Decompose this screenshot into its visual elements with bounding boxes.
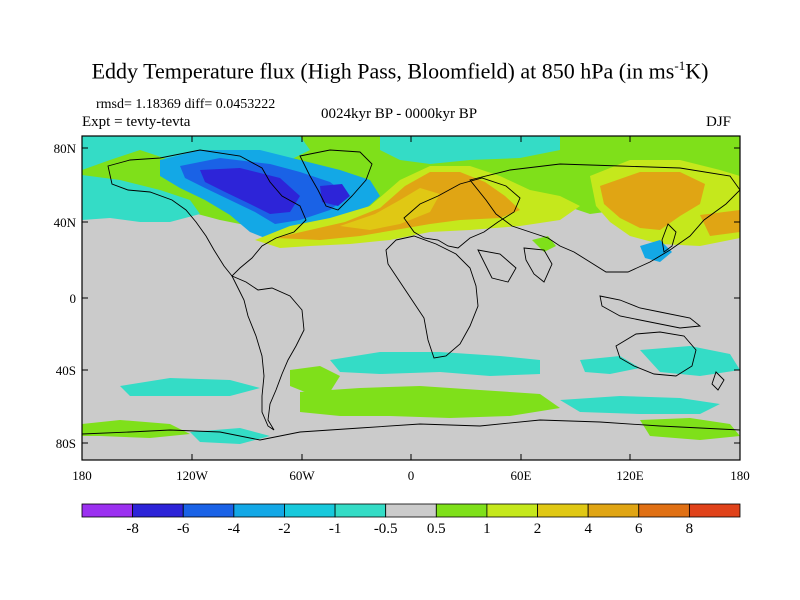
y-tick-0: 0 — [69, 291, 77, 306]
colorbar-box-5 — [334, 503, 387, 518]
southern-ocean-cyan — [560, 396, 720, 414]
greenland-core — [320, 184, 350, 206]
antarctic-green-east — [640, 418, 740, 440]
y-tick-40n: 40N — [53, 215, 76, 230]
colorbar-box-11 — [638, 503, 690, 518]
colorbar-label-2: -4 — [227, 521, 241, 537]
period-label: 0024kyr BP - 0000kyr BP — [321, 106, 478, 122]
title-superscript: -1 — [674, 58, 686, 73]
asia-orange — [600, 172, 705, 230]
colorbar-label-1: -6 — [176, 521, 190, 537]
india-green — [532, 236, 556, 252]
x-tick-60w: 60W — [289, 468, 315, 483]
southern-ocean-green — [300, 386, 560, 418]
x-tick-120w: 120W — [176, 468, 208, 483]
title-text: Eddy Temperature flux (High Pass, Bloomf… — [91, 58, 675, 84]
y-tick-80s: 80S — [55, 436, 76, 451]
colorbar-label-5: -0.5 — [373, 521, 398, 537]
asia-orange-east — [700, 210, 740, 236]
y-tick-80n: 80N — [53, 141, 76, 156]
colorbar-box-12 — [688, 503, 741, 518]
colorbar-box-3 — [233, 503, 285, 518]
title-end: K) — [685, 58, 709, 84]
colorbar-label-8: 2 — [533, 521, 542, 537]
colorbar-label-4: -1 — [328, 521, 342, 537]
plot-title: Eddy Temperature flux (High Pass, Bloomf… — [0, 58, 800, 84]
x-tick-180w: 180 — [72, 468, 92, 483]
south-atlantic-green — [290, 366, 340, 394]
axis-ticks — [82, 136, 740, 460]
colorbar-box-10 — [587, 503, 640, 518]
colorbar-boxes — [81, 503, 741, 518]
australia-cyan — [640, 346, 740, 376]
atlantic-core — [340, 188, 440, 230]
kuroshio-blue — [640, 240, 672, 262]
colorbar-label-11: 8 — [685, 521, 694, 537]
colorbar-box-7 — [435, 503, 488, 518]
y-tick-40s: 40S — [55, 363, 76, 378]
x-tick-120e: 120E — [616, 468, 644, 483]
colorbar-box-2 — [182, 503, 235, 518]
colorbar-box-8 — [486, 503, 538, 518]
coastlines — [82, 149, 740, 441]
colorbar-box-9 — [537, 503, 589, 518]
x-tick-0: 0 — [407, 468, 415, 483]
x-tick-180e: 180 — [730, 468, 750, 483]
na-trough-core — [200, 168, 300, 214]
flux-field — [82, 136, 740, 444]
south-indian-cyan — [330, 352, 540, 376]
colorbar-box-4 — [284, 503, 336, 518]
rmsd-stats: rmsd= 1.18369 diff= 0.0453222 — [96, 97, 276, 112]
season-label: DJF — [706, 114, 732, 130]
colorbar-label-3: -2 — [278, 521, 291, 537]
experiment-label: Expt = tevty-tevta — [82, 114, 191, 130]
colorbar-label-9: 4 — [584, 521, 592, 537]
colorbar-label-7: 1 — [483, 521, 491, 537]
colorbar-box-0 — [81, 503, 134, 518]
colorbar-label-10: 6 — [635, 521, 643, 537]
south-pacific-cyan — [120, 378, 260, 396]
antarctic-green-west — [82, 420, 190, 438]
colorbar-label-0: -8 — [126, 521, 139, 537]
colorbar-label-6: 0.5 — [426, 521, 446, 537]
x-tick-60e: 60E — [510, 468, 532, 483]
north-atlantic-cyan — [380, 136, 560, 164]
colorbar-box-6 — [385, 503, 437, 518]
colorbar-box-1 — [132, 503, 184, 518]
pacific-cyan-tongue — [82, 175, 200, 222]
